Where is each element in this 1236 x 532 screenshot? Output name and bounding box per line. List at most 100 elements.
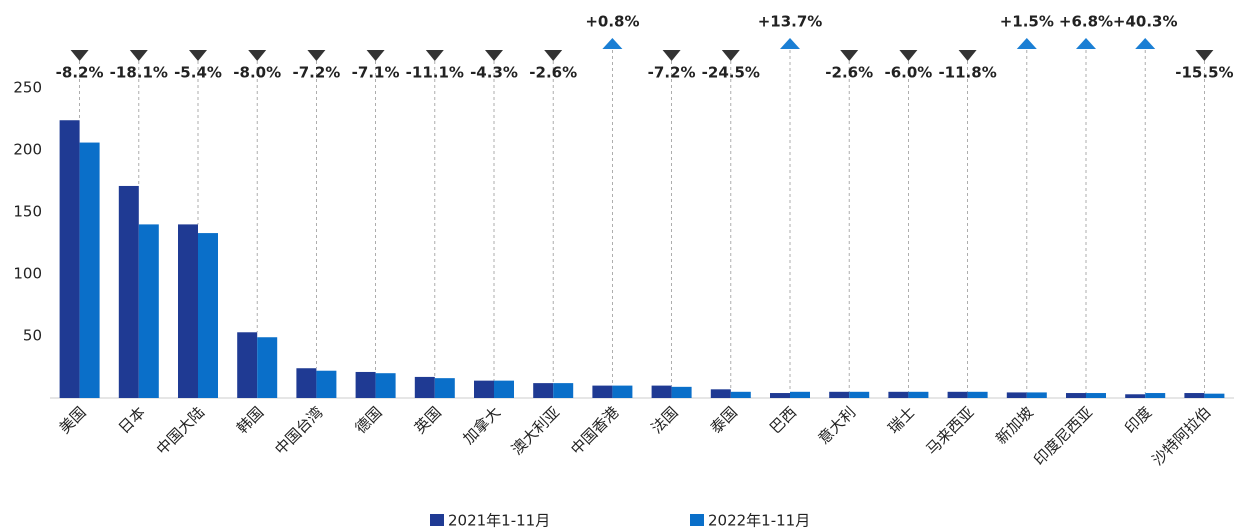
up-triangle — [1076, 38, 1096, 49]
x-tick-label: 意大利 — [815, 403, 860, 448]
bar — [355, 371, 376, 398]
bar — [553, 383, 574, 398]
y-tick-label: 100 — [13, 265, 42, 283]
up-triangle — [1016, 38, 1037, 49]
bar — [434, 378, 455, 398]
bar — [730, 391, 751, 398]
up-triangle — [780, 38, 800, 49]
change-label: -6.0% — [884, 64, 932, 82]
down-triangle — [189, 50, 207, 61]
bar — [829, 391, 850, 398]
bar — [414, 376, 435, 398]
bar — [198, 233, 218, 398]
bar — [1125, 394, 1146, 398]
bar — [671, 386, 692, 398]
bar — [888, 391, 909, 398]
bar — [79, 142, 100, 398]
down-triangle — [899, 50, 918, 61]
x-tick-label: 瑞士 — [884, 403, 918, 437]
x-tick-label: 泰国 — [707, 403, 741, 437]
x-tick-label: 中国大陆 — [153, 403, 208, 458]
bar — [967, 391, 988, 398]
x-tick-label: 加拿大 — [459, 403, 504, 448]
bar — [257, 337, 278, 398]
bar — [533, 383, 554, 398]
bar — [651, 385, 672, 398]
down-triangle — [248, 50, 267, 61]
bar — [237, 332, 258, 398]
bar — [1184, 393, 1205, 398]
change-label: -7.2% — [292, 64, 340, 82]
change-label: -18.1% — [110, 64, 168, 82]
legend-swatch — [430, 514, 444, 526]
change-label: -8.0% — [233, 64, 281, 82]
bar — [1145, 393, 1166, 398]
change-label: -2.6% — [825, 64, 873, 82]
down-triangle — [721, 50, 740, 61]
down-triangle — [544, 50, 563, 61]
y-tick-label: 250 — [13, 79, 42, 97]
bar — [612, 385, 633, 398]
change-label: +40.3% — [1113, 13, 1178, 31]
change-label: +6.8% — [1059, 13, 1113, 31]
bar — [1026, 392, 1047, 398]
down-triangle — [958, 50, 977, 61]
x-tick-label: 巴西 — [766, 403, 800, 437]
change-label: -7.1% — [352, 64, 400, 82]
x-tick-label: 澳大利亚 — [508, 403, 563, 458]
bar — [494, 380, 514, 398]
change-label: -8.2% — [56, 64, 104, 82]
change-label: -7.2% — [648, 64, 696, 82]
legend-label: 2022年1-11月 — [708, 512, 810, 530]
bar — [908, 391, 929, 398]
bar — [178, 224, 198, 398]
y-tick-label: 200 — [13, 141, 42, 159]
bar — [592, 385, 613, 398]
bar — [947, 391, 968, 398]
bar — [710, 389, 731, 398]
down-triangle — [662, 50, 681, 61]
legend-swatch — [690, 514, 704, 526]
down-triangle — [425, 50, 444, 61]
x-tick-label: 韩国 — [233, 403, 267, 437]
change-label: +13.7% — [758, 13, 823, 31]
change-label: -24.5% — [702, 64, 760, 82]
x-tick-label: 法国 — [648, 403, 682, 437]
bar — [1204, 393, 1225, 398]
bar — [138, 224, 159, 398]
down-triangle — [1195, 50, 1214, 61]
bar — [375, 373, 396, 398]
down-triangle — [70, 50, 89, 61]
bar — [849, 391, 870, 398]
x-tick-label: 印度尼西亚 — [1030, 403, 1096, 469]
change-label: -5.4% — [174, 64, 222, 82]
legend-label: 2021年1-11月 — [448, 512, 550, 530]
bar — [790, 391, 810, 398]
x-tick-label: 英国 — [411, 403, 445, 437]
x-tick-label: 新加坡 — [992, 403, 1037, 448]
change-label: -4.3% — [470, 64, 518, 82]
bar — [1066, 393, 1086, 398]
down-triangle — [307, 50, 326, 61]
up-triangle — [1135, 38, 1156, 49]
down-triangle — [366, 50, 385, 61]
x-tick-label: 美国 — [56, 403, 90, 437]
x-tick-label: 马来西亚 — [922, 403, 977, 458]
bar — [118, 185, 139, 398]
down-triangle — [485, 50, 503, 61]
change-label: +1.5% — [1000, 13, 1054, 31]
bar — [1086, 393, 1106, 398]
x-tick-label: 印度 — [1121, 403, 1155, 437]
bar — [1006, 392, 1027, 398]
change-label: -11.8% — [938, 64, 996, 82]
x-tick-label: 沙特阿拉伯 — [1149, 403, 1215, 469]
x-tick-label: 中国香港 — [567, 403, 622, 458]
change-label: +0.8% — [585, 13, 639, 31]
bar — [59, 120, 80, 399]
change-label: -2.6% — [529, 64, 577, 82]
down-triangle — [129, 50, 148, 61]
down-triangle — [840, 50, 859, 61]
y-tick-label: 50 — [23, 327, 42, 345]
bar — [316, 370, 337, 398]
